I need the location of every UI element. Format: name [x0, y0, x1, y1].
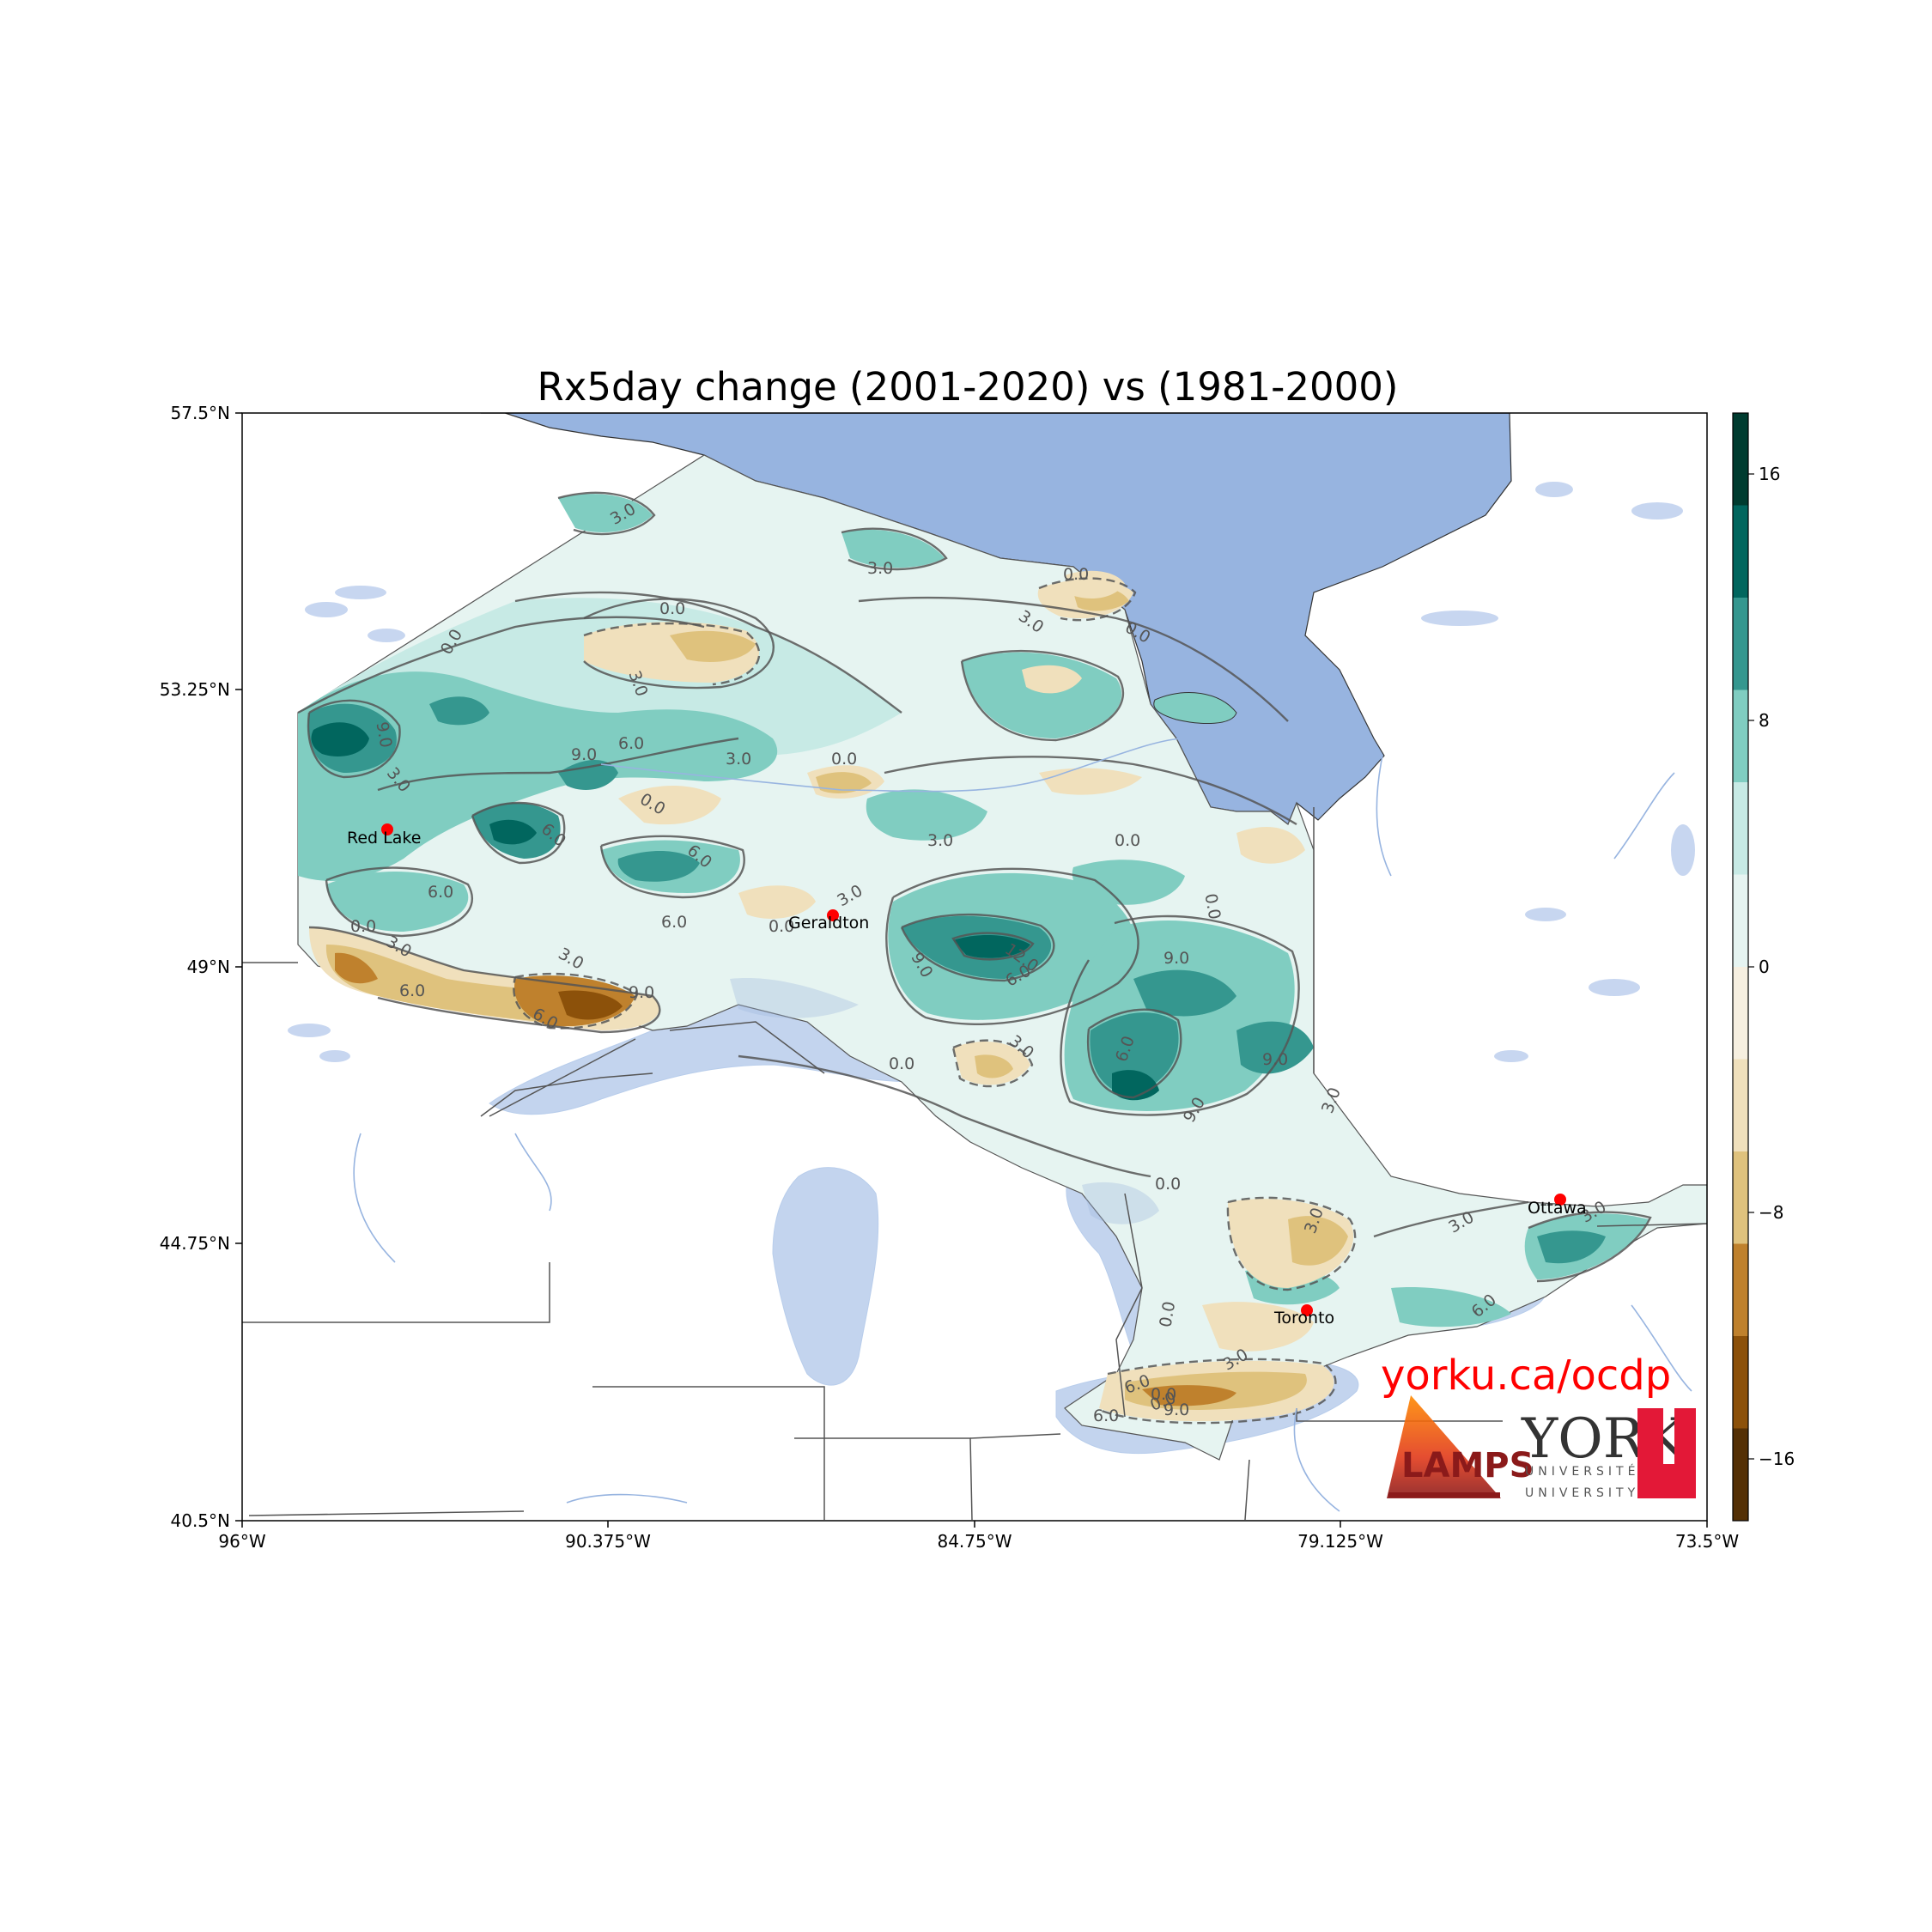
contour-label: 0.0 [1063, 565, 1089, 584]
contour-label: 0.0 [1115, 831, 1140, 850]
lamps-logo-text: LAMPS [1401, 1446, 1534, 1485]
contour-label: 6.0 [1093, 1406, 1119, 1425]
rivers [353, 738, 1692, 1512]
city-marker [1554, 1194, 1566, 1206]
contour-label: 9.0 [571, 745, 597, 764]
contour-label: 0.0 [831, 750, 857, 769]
colorbar-band [1733, 782, 1748, 875]
lake-overlay [730, 978, 1159, 1224]
lon-axis: 96°W 90.375°W 84.75°W 79.125°W 73.5°W [218, 1521, 1739, 1552]
contour-label: 6.0 [661, 913, 687, 932]
york-universite-text: UNIVERSITÉ [1525, 1464, 1639, 1479]
contour-label: 9.0 [1163, 1400, 1189, 1419]
contour-label: 6.0 [618, 734, 644, 753]
cities-layer: Red Lake Geraldton Toronto Ottawa [347, 823, 1587, 1327]
lon-tick-label: 79.125°W [1297, 1531, 1383, 1552]
contour-label: 3.0 [867, 559, 893, 578]
york-university-text: UNIVERSITY [1525, 1486, 1639, 1500]
colorbar-band [1733, 598, 1748, 690]
colorbar-tick-label: −16 [1759, 1449, 1795, 1469]
lat-tick-label: 57.5°N [171, 403, 231, 423]
city-label: Geraldton [788, 914, 869, 933]
contour-label: 3.0 [927, 831, 953, 850]
colorbar-band [1733, 505, 1748, 598]
map-title: Rx5day change (2001-2020) vs (1981-2000) [538, 364, 1399, 410]
city-toronto: Toronto [1273, 1304, 1334, 1327]
contour-label: 0.0 [1200, 892, 1224, 921]
map-panel: 3.0 0.0 3.0 0.0 3.0 0.0 0.0 3.0 9.0 6.0 … [242, 413, 1707, 1521]
colorbar-tick-label: −8 [1759, 1202, 1783, 1223]
lon-tick-label: 96°W [218, 1531, 265, 1552]
field-patches [298, 494, 1649, 1422]
city-label: Ottawa [1528, 1199, 1587, 1218]
city-geraldton: Geraldton [788, 909, 869, 933]
city-label: Toronto [1273, 1309, 1334, 1327]
colorbar-band [1733, 413, 1748, 506]
small-lakes [288, 482, 1695, 1062]
contour-label: 0.0 [889, 1054, 914, 1073]
contour-label: 9.0 [1262, 1050, 1288, 1069]
branding: yorku.ca/ocdp LAMPS YORK UNIVERSITÉ UNIV… [1381, 1352, 1696, 1500]
contour-label: 6.0 [399, 981, 425, 1000]
city-red-lake: Red Lake [347, 823, 421, 848]
colorbar-tick-label: 16 [1759, 464, 1780, 484]
contour-lines [297, 491, 1652, 1425]
lat-tick-label: 44.75°N [160, 1233, 230, 1254]
city-marker [827, 909, 839, 921]
contour-label: 9.0 [1163, 949, 1189, 968]
contour-label: 0.0 [1155, 1175, 1181, 1194]
colorbar-band [1733, 1243, 1748, 1337]
contour-label: 0.0 [769, 917, 794, 936]
contour-label: 0.0 [350, 917, 376, 936]
colorbar-bands [1733, 413, 1748, 1522]
lat-tick-label: 40.5°N [171, 1510, 231, 1531]
lat-axis: 57.5°N 53.25°N 49°N 44.75°N 40.5°N [160, 403, 242, 1531]
colorbar-band [1733, 874, 1748, 968]
york-logo: YORK UNIVERSITÉ UNIVERSITY [1521, 1407, 1696, 1500]
colorbar-band [1733, 1336, 1748, 1429]
colorbar: 16 8 0 −8 −16 [1732, 412, 1795, 1522]
contour-label: 3.0 [726, 750, 751, 769]
city-ottawa: Ottawa [1528, 1194, 1587, 1218]
contour-label: 6.0 [428, 883, 453, 902]
city-marker [381, 823, 393, 835]
contour-label: 9.0 [372, 720, 395, 750]
lamps-logo: LAMPS [1387, 1395, 1534, 1498]
colorbar-band [1733, 967, 1748, 1060]
colorbar-tick-label: 0 [1759, 957, 1770, 977]
colorbar-band [1733, 690, 1748, 783]
colorbar-band [1733, 1428, 1748, 1522]
lon-tick-label: 84.75°W [937, 1531, 1012, 1552]
borders [242, 807, 1707, 1521]
colorbar-tick-label: 8 [1759, 710, 1770, 731]
colorbar-band [1733, 1059, 1748, 1152]
contour-label: 0.0 [1156, 1300, 1179, 1329]
island [1153, 692, 1237, 725]
lat-tick-label: 49°N [187, 957, 230, 977]
contour-label: 9.0 [629, 983, 654, 1002]
colorbar-band [1733, 1151, 1748, 1244]
contour-label: 0.0 [1151, 1385, 1176, 1404]
url-text: yorku.ca/ocdp [1381, 1352, 1671, 1400]
contour-label: 0.0 [659, 599, 685, 618]
lon-tick-label: 73.5°W [1675, 1531, 1740, 1552]
lat-tick-label: 53.25°N [160, 679, 230, 700]
city-marker [1301, 1304, 1313, 1316]
lon-tick-label: 90.375°W [565, 1531, 651, 1552]
city-label: Red Lake [347, 829, 421, 848]
